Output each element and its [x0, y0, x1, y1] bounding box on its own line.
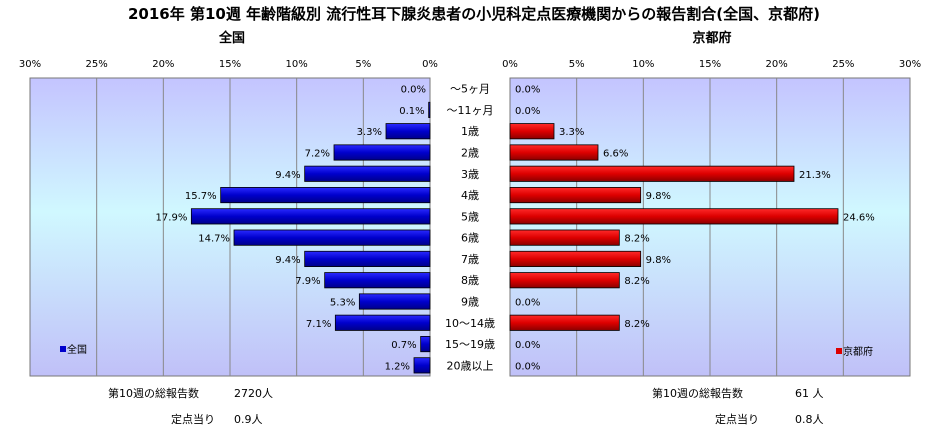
age-category-label: 3歳	[461, 168, 479, 181]
kyoto-per-label: 定点当り	[715, 412, 759, 426]
national-value-label: 1.2%	[385, 361, 410, 372]
kyoto-bar	[509, 272, 620, 289]
kyoto-tick-label: 0%	[502, 59, 518, 70]
age-category-label: 7歳	[461, 253, 479, 266]
age-category-label: 1歳	[461, 125, 479, 138]
kyoto-bar	[509, 229, 620, 246]
national-value-label: 9.4%	[275, 255, 300, 266]
age-category-label: 2歳	[461, 147, 479, 160]
national-tick-label: 25%	[86, 59, 108, 70]
national-value-label: 3.3%	[357, 127, 382, 138]
national-bar	[334, 314, 431, 331]
national-value-label: 7.9%	[295, 276, 320, 287]
kyoto-value-label: 0.0%	[515, 298, 540, 309]
bars	[190, 101, 839, 374]
kyoto-value-label: 9.8%	[646, 255, 671, 266]
kyoto-value-label: 9.8%	[646, 191, 671, 202]
age-categories: ～5ヶ月 ～11ヶ月 1歳 2歳 3歳 4歳 5歳 6歳 7歳 8歳 9歳 10～14歳 15～19歳 2…	[445, 83, 495, 373]
kyoto-value-label: 8.2%	[624, 276, 649, 287]
national-bar	[233, 229, 431, 246]
national-bar	[420, 336, 431, 353]
value-labels: 0.0% 0.1% 3.3% 7.2% 9.4% 15.7% 17.9% 14.7% 9.4% 7…	[156, 85, 875, 373]
national-tick-label: 20%	[152, 59, 174, 70]
national-value-label: 0.7%	[391, 340, 416, 351]
national-per-label: 定点当り	[171, 412, 215, 426]
national-legend-swatch	[60, 346, 66, 352]
kyoto-tick-label: 15%	[699, 59, 721, 70]
national-value-label: 15.7%	[185, 191, 217, 202]
national-value-label: 17.9%	[156, 212, 188, 223]
national-tick-label: 15%	[219, 59, 241, 70]
kyoto-value-label: 8.2%	[624, 234, 649, 245]
national-value-label: 7.2%	[305, 149, 330, 160]
age-category-label: 6歳	[461, 232, 479, 245]
kyoto-tick-label: 30%	[899, 59, 921, 70]
kyoto-bar	[509, 250, 642, 267]
kyoto-total-label: 第10週の総報告数	[652, 386, 743, 400]
national-value-label: 9.4%	[275, 170, 300, 181]
national-value-label: 14.7%	[198, 234, 230, 245]
age-category-label: 15～19歳	[445, 338, 495, 351]
national-value-label: 0.1%	[399, 106, 424, 117]
national-value-label: 5.3%	[330, 298, 355, 309]
national-bar	[413, 357, 431, 374]
kyoto-value-label: 0.0%	[515, 85, 540, 96]
kyoto-value-label: 8.2%	[624, 319, 649, 330]
national-value-label: 0.0%	[401, 85, 426, 96]
kyoto-bar	[509, 208, 839, 225]
national-bar	[324, 272, 431, 289]
age-category-label: 20歳以上	[447, 359, 494, 372]
kyoto-legend-swatch	[836, 348, 842, 354]
national-bar	[333, 144, 431, 161]
national-bar	[385, 123, 431, 140]
kyoto-value-label: 24.6%	[843, 212, 875, 223]
kyoto-value-label: 3.3%	[559, 127, 584, 138]
kyoto-legend-label: 京都府	[843, 345, 873, 358]
age-category-label: 4歳	[461, 189, 479, 202]
national-total-value: 2720人	[234, 387, 273, 400]
kyoto-value-label: 0.0%	[515, 361, 540, 372]
kyoto-tick-label: 10%	[632, 59, 654, 70]
national-bar	[304, 165, 431, 182]
age-category-label: ～5ヶ月	[450, 83, 490, 96]
national-bar	[428, 101, 431, 118]
kyoto-bar	[509, 144, 599, 161]
kyoto-value-label: 0.0%	[515, 340, 540, 351]
kyoto-value-label: 21.3%	[799, 170, 831, 181]
kyoto-value-label: 6.6%	[603, 149, 628, 160]
kyoto-tick-label: 5%	[569, 59, 585, 70]
kyoto-tick-label: 25%	[832, 59, 854, 70]
chart-title: 2016年 第10週 年齢階級別 流行性耳下腺炎患者の小児科定点医療機関からの報…	[128, 5, 820, 23]
kyoto-value-label: 0.0%	[515, 106, 540, 117]
axis-ticks: 30% 25% 20% 15% 10% 5% 0% 0% 5% 10% 15% 20% 25% 30%	[19, 59, 921, 70]
age-category-label: 9歳	[461, 296, 479, 309]
kyoto-bar	[509, 123, 555, 140]
kyoto-per-value: 0.8人	[795, 413, 824, 426]
national-tick-label: 5%	[355, 59, 371, 70]
national-total-label: 第10週の総報告数	[108, 386, 199, 400]
age-category-label: 10～14歳	[445, 317, 495, 330]
national-subtitle: 全国	[218, 30, 245, 46]
national-tick-label: 30%	[19, 59, 41, 70]
kyoto-bar	[509, 314, 620, 331]
age-category-label: 8歳	[461, 274, 479, 287]
national-tick-label: 0%	[422, 59, 438, 70]
kyoto-bar	[509, 187, 642, 204]
age-category-label: ～11ヶ月	[447, 104, 494, 117]
kyoto-bar	[509, 165, 795, 182]
national-tick-label: 10%	[286, 59, 308, 70]
national-per-value: 0.9人	[234, 413, 263, 426]
kyoto-total-value: 61 人	[795, 387, 824, 400]
national-legend-label: 全国	[67, 343, 87, 356]
national-bar	[190, 208, 431, 225]
national-bar	[358, 293, 431, 310]
kyoto-subtitle: 京都府	[692, 30, 731, 46]
kyoto-tick-label: 20%	[766, 59, 788, 70]
age-category-label: 5歳	[461, 210, 479, 223]
national-bar	[304, 250, 431, 267]
national-bar	[220, 187, 431, 204]
national-value-label: 7.1%	[306, 319, 331, 330]
